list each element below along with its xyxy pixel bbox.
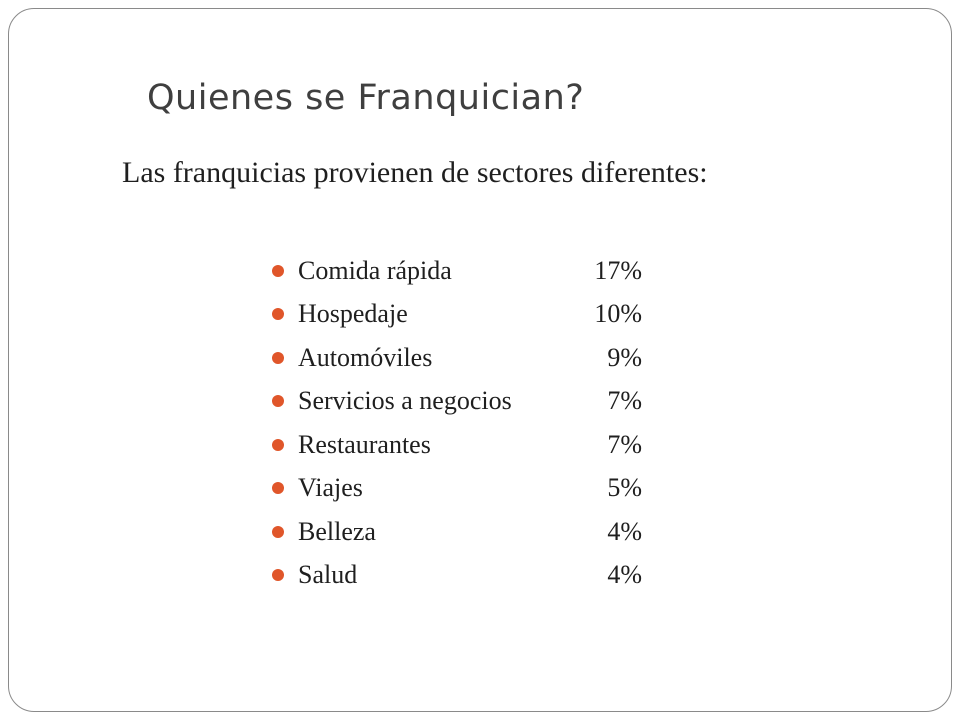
item-value: 5%	[607, 473, 642, 503]
item-value: 7%	[607, 386, 642, 416]
item-value: 17%	[594, 255, 642, 285]
list-item: Comida rápida 17%	[272, 249, 642, 293]
sector-list: Comida rápida 17% Hospedaje 10% Automóvi…	[272, 249, 642, 597]
item-value: 10%	[594, 299, 642, 329]
list-item: Viajes 5%	[272, 467, 642, 511]
list-item: Salud 4%	[272, 554, 642, 598]
bullet-icon	[272, 525, 284, 538]
item-label: Comida rápida	[298, 255, 452, 285]
bullet-icon	[272, 482, 284, 495]
item-value: 4%	[607, 516, 642, 546]
list-item: Servicios a negocios 7%	[272, 380, 642, 424]
bullet-icon	[272, 351, 284, 364]
bullet-icon	[272, 264, 284, 277]
item-label: Salud	[298, 560, 358, 590]
item-value: 7%	[607, 429, 642, 459]
list-item: Belleza 4%	[272, 510, 642, 554]
slide-frame	[8, 8, 952, 712]
item-value: 9%	[607, 342, 642, 372]
item-value: 4%	[607, 560, 642, 590]
item-label: Viajes	[298, 473, 363, 503]
bullet-icon	[272, 438, 284, 451]
slide-subtitle: Las franquicias provienen de sectores di…	[122, 156, 708, 189]
item-label: Restaurantes	[298, 429, 431, 459]
list-item: Automóviles 9%	[272, 336, 642, 380]
list-item: Hospedaje 10%	[272, 293, 642, 337]
item-label: Hospedaje	[298, 299, 408, 329]
item-label: Servicios a negocios	[298, 386, 512, 416]
item-label: Automóviles	[298, 342, 433, 372]
bullet-icon	[272, 308, 284, 321]
slide-title: Quienes se Franquician?	[147, 78, 585, 118]
list-item: Restaurantes 7%	[272, 423, 642, 467]
bullet-icon	[272, 569, 284, 582]
bullet-icon	[272, 395, 284, 408]
item-label: Belleza	[298, 516, 376, 546]
